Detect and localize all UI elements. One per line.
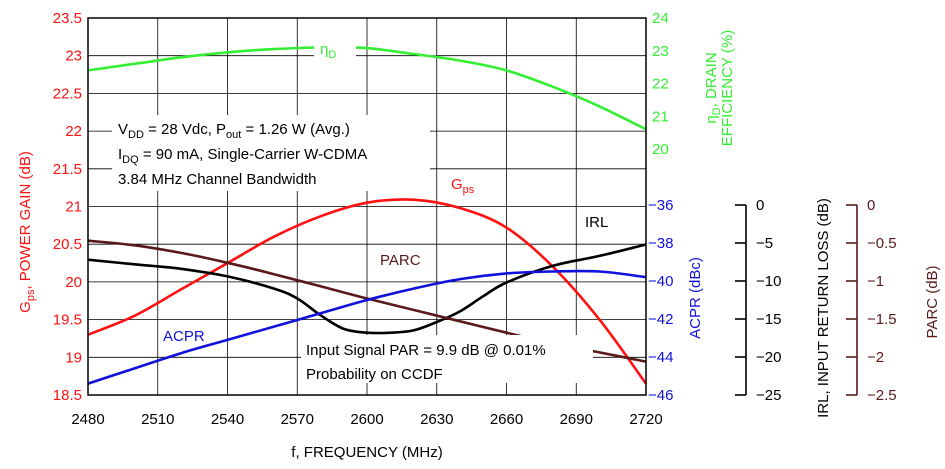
signal-line-1: Input Signal PAR = 9.9 dB @ 0.01% <box>306 342 546 359</box>
acpr-tick-label: −40 <box>648 273 673 290</box>
efficiency-axis-label-1: ηD, DRAIN <box>703 52 723 123</box>
gps-curve-label: Gps <box>451 176 475 196</box>
x-tick-label: 2660 <box>490 411 523 428</box>
x-tick-label: 2690 <box>560 411 593 428</box>
x-axis-ticks: 2480 2510 2540 2570 2600 2630 2660 2690 2720 <box>71 411 662 428</box>
conditions-line-1: VDD = 28 Vdc, Pout = 1.26 W (Avg.) <box>118 121 350 141</box>
x-tick-label: 2720 <box>629 411 662 428</box>
irl-tick-label: −5 <box>756 235 773 252</box>
parc-tick-label: 0 <box>867 197 875 214</box>
acpr-axis-ticks: −36 −38 −40 −42 −44 −46 <box>648 197 673 404</box>
series-group <box>87 46 648 385</box>
gps-tick-label: 19 <box>65 349 82 366</box>
gps-tick-label: 20.5 <box>53 236 82 253</box>
irl-tick-label: −20 <box>756 349 781 366</box>
parc-tick-label: −2.5 <box>867 387 897 404</box>
x-tick-label: 2570 <box>281 411 314 428</box>
irl-axis: 0 −5 −10 −15 −20 −25 <box>735 197 781 404</box>
series-line-irl <box>87 243 647 335</box>
irl-axis-label: IRL, INPUT RETURN LOSS (dB) <box>815 198 832 418</box>
gps-tick-label: 19.5 <box>53 312 82 329</box>
conditions-line-2: IDQ = 90 mA, Single-Carrier W-CDMA <box>118 146 367 166</box>
parc-axis: 0 −0.5 −1 −1.5 −2 −2.5 <box>846 197 897 404</box>
acpr-axis-label: ACPR (dBc) <box>687 257 704 339</box>
gps-axis-label: Gps, POWER GAIN (dB) <box>17 151 37 313</box>
gps-tick-label: 21.5 <box>53 161 82 178</box>
efficiency-tick-label: 21 <box>652 108 669 125</box>
conditions-box-bg <box>112 115 430 191</box>
efficiency-tick-label: 20 <box>652 141 669 158</box>
x-tick-label: 2540 <box>211 411 244 428</box>
irl-tick-label: −15 <box>756 311 781 328</box>
efficiency-tick-label: 24 <box>652 10 669 27</box>
gps-tick-label: 21 <box>65 199 82 216</box>
acpr-curve-label: ACPR <box>163 328 205 345</box>
acpr-tick-label: −36 <box>648 197 673 214</box>
gps-tick-label: 22.5 <box>53 85 82 102</box>
irl-tick-label: 0 <box>756 197 764 214</box>
conditions-line-3: 3.84 MHz Channel Bandwidth <box>118 171 316 188</box>
x-tick-label: 2480 <box>71 411 104 428</box>
parc-tick-label: −1 <box>867 273 884 290</box>
efficiency-axis-label-2: EFFICIENCY (%) <box>719 30 736 146</box>
parc-curve-label: PARC <box>380 252 421 269</box>
signal-line-2: Probability on CCDF <box>306 366 443 383</box>
acpr-tick-label: −44 <box>648 349 673 366</box>
parc-tick-label: −1.5 <box>867 311 897 328</box>
efficiency-tick-label: 23 <box>652 43 669 60</box>
gps-tick-label: 23.5 <box>53 10 82 27</box>
acpr-tick-label: −38 <box>648 235 673 252</box>
plot-frame <box>87 17 647 396</box>
gps-tick-label: 23 <box>65 48 82 65</box>
signal-box-bg <box>301 335 593 383</box>
gps-axis-ticks: 23.5 23 22.5 22 21.5 21 20.5 20 19.5 19 18.5 <box>53 10 82 404</box>
series-line-acpr <box>87 269 647 385</box>
parc-tick-label: −0.5 <box>867 235 897 252</box>
irl-tick-label: −25 <box>756 387 781 404</box>
x-tick-label: 2630 <box>420 411 453 428</box>
efficiency-tick-label: 22 <box>652 76 669 93</box>
x-axis-label: f, FREQUENCY (MHz) <box>291 444 442 461</box>
acpr-tick-label: −42 <box>648 311 673 328</box>
x-tick-label: 2510 <box>141 411 174 428</box>
eff-label-bg <box>314 38 356 60</box>
gps-tick-label: 18.5 <box>53 387 82 404</box>
x-tick-label: 2600 <box>350 411 383 428</box>
efficiency-axis-ticks: 24 23 22 21 20 <box>652 10 669 158</box>
irl-curve-label: IRL <box>585 214 608 231</box>
acpr-tick-label: −46 <box>648 387 673 404</box>
irl-tick-label: −10 <box>756 273 781 290</box>
parc-axis-label: PARC (dB) <box>924 265 941 338</box>
gps-tick-label: 22 <box>65 123 82 140</box>
series-line-eff <box>87 46 647 131</box>
gps-tick-label: 20 <box>65 274 82 291</box>
parc-tick-label: −2 <box>867 349 884 366</box>
